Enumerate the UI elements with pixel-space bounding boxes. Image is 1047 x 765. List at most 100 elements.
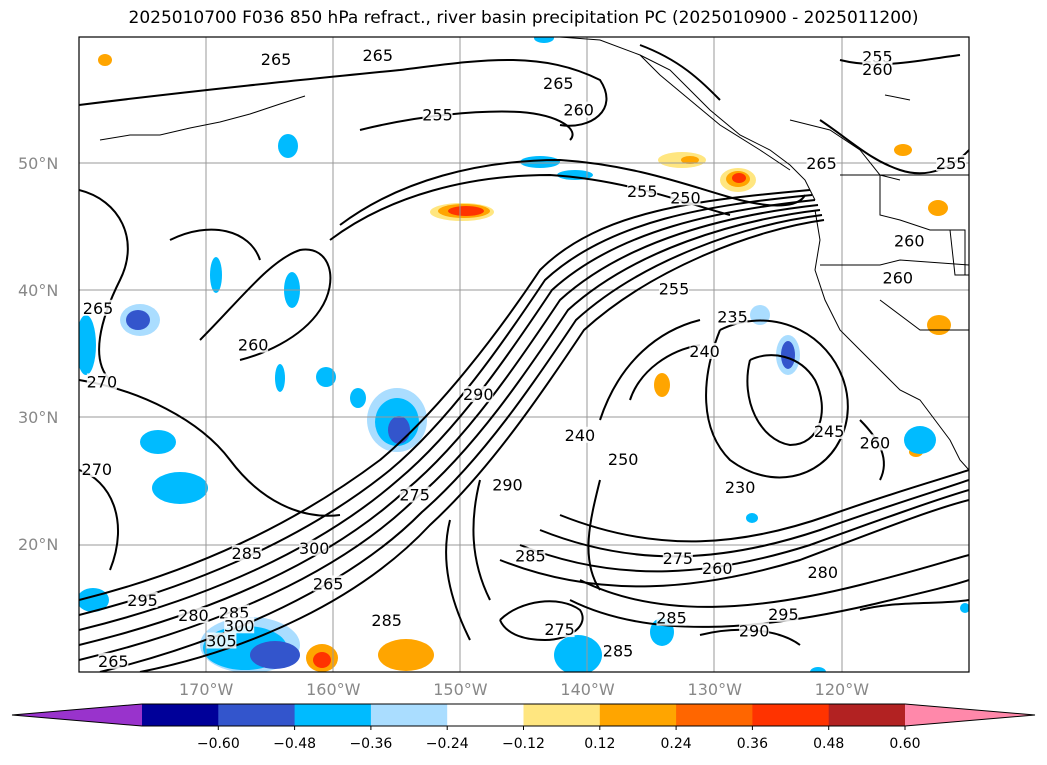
contour-label-bg bbox=[717, 308, 748, 325]
contour-label: 265 bbox=[313, 574, 344, 593]
contour-label: 240 bbox=[565, 426, 596, 445]
colorbar-extend-low bbox=[12, 704, 142, 726]
contour-label-bg bbox=[515, 547, 546, 564]
contour-label: 235 bbox=[717, 308, 748, 327]
contour-label: 260 bbox=[702, 559, 733, 578]
contour-label: 290 bbox=[492, 475, 523, 494]
contour-label: 275 bbox=[544, 620, 575, 639]
contour-label-bg bbox=[224, 617, 255, 634]
contour-label-bg bbox=[422, 106, 453, 123]
contour-label: 260 bbox=[894, 231, 925, 250]
lon-tick-label: 120°W bbox=[814, 680, 870, 699]
contour-label: 275 bbox=[663, 549, 694, 568]
colorbar-tick-label: −0.24 bbox=[425, 736, 469, 752]
contour-label-bg bbox=[859, 434, 890, 451]
contour-label-bg bbox=[299, 539, 330, 556]
contour-label-bg bbox=[463, 386, 494, 403]
contour-label-bg bbox=[627, 182, 658, 199]
contour-label-bg bbox=[371, 612, 402, 629]
colorbar-segment bbox=[676, 704, 753, 726]
contour-label-bg bbox=[219, 604, 250, 621]
colorbar-tick-label: −0.12 bbox=[502, 736, 545, 752]
contour-label-bg bbox=[261, 50, 292, 67]
colorbar-tick-label: 0.36 bbox=[736, 736, 768, 752]
contour-label-bg bbox=[689, 342, 720, 359]
contour-label: 260 bbox=[563, 101, 594, 120]
contour-label: 285 bbox=[656, 609, 687, 628]
contour-label-bg bbox=[656, 609, 687, 626]
contour-label: 280 bbox=[178, 606, 209, 625]
contour-label: 290 bbox=[463, 385, 494, 404]
colorbar-segment bbox=[599, 704, 677, 726]
contour-label-bg bbox=[814, 422, 845, 439]
contour-label-bg bbox=[543, 74, 574, 91]
contour-label-bg bbox=[739, 622, 770, 639]
colorbar-tick-label: 0.60 bbox=[889, 736, 921, 752]
colorbar-extend-high bbox=[905, 704, 1035, 726]
contour-label-bg bbox=[564, 426, 595, 443]
contour-label-bg bbox=[362, 47, 393, 64]
contour-label-bg bbox=[86, 373, 117, 390]
contour-label: 260 bbox=[238, 336, 269, 355]
contour-label: 240 bbox=[689, 342, 720, 361]
contour-label-bg bbox=[807, 563, 838, 580]
contour-label-bg bbox=[231, 544, 262, 561]
contour-label-bg bbox=[659, 280, 690, 297]
contour-label-bg bbox=[806, 155, 837, 171]
contour-label-bg bbox=[127, 591, 158, 608]
contour-label-bg bbox=[563, 101, 594, 118]
contour-label: 270 bbox=[87, 372, 118, 391]
contour-label: 260 bbox=[862, 60, 893, 79]
contour-label-bg bbox=[98, 652, 129, 669]
lon-tick-label: 140°W bbox=[560, 680, 615, 699]
colorbar-tick-label: −0.48 bbox=[273, 736, 317, 752]
contour-label: 260 bbox=[883, 268, 914, 287]
contour-label: 250 bbox=[608, 450, 639, 469]
contour-label: 265 bbox=[261, 50, 292, 69]
contour-label-bg bbox=[83, 299, 114, 316]
contour-label-bg bbox=[894, 232, 925, 249]
contour-label: 265 bbox=[806, 154, 837, 173]
contour-label-bg bbox=[725, 478, 756, 495]
coastlines bbox=[99, 37, 969, 471]
contour-label-bg bbox=[313, 575, 344, 592]
contour-label: 270 bbox=[82, 460, 113, 479]
contour-label: 285 bbox=[371, 611, 402, 630]
lon-tick-label: 160°W bbox=[306, 680, 361, 699]
colorbar-tick-label: −0.36 bbox=[349, 736, 393, 752]
contour-label-bg bbox=[81, 461, 112, 478]
lat-tick-label: 30°N bbox=[18, 408, 59, 427]
map-frame bbox=[78, 36, 970, 673]
contour-label: 230 bbox=[725, 478, 756, 497]
contour-label: 305 bbox=[206, 632, 237, 651]
contour-label: 250 bbox=[670, 188, 701, 207]
colorbar-segment bbox=[294, 704, 372, 726]
contour-label: 255 bbox=[422, 106, 453, 125]
lon-tick-label: 130°W bbox=[687, 680, 742, 699]
colorbar-segment bbox=[523, 704, 601, 726]
contour-label: 300 bbox=[299, 539, 330, 558]
contour-label: 255 bbox=[936, 154, 967, 173]
refractivity-contours bbox=[79, 44, 969, 672]
contour-label: 300 bbox=[224, 616, 255, 635]
contour-label-bg bbox=[670, 189, 701, 206]
contour-label: 290 bbox=[739, 621, 770, 640]
contour-label: 295 bbox=[768, 605, 799, 624]
colorbar bbox=[11, 703, 1036, 730]
contour-label-bg bbox=[862, 61, 893, 78]
contour-label: 260 bbox=[860, 433, 891, 452]
lat-tick-label: 20°N bbox=[18, 535, 59, 554]
lon-tick-label: 170°W bbox=[178, 680, 234, 699]
colorbar-segment bbox=[142, 704, 219, 726]
colorbar-segment bbox=[752, 704, 830, 726]
contour-label-bg bbox=[882, 269, 913, 286]
lat-tick-label: 50°N bbox=[18, 154, 59, 173]
contour-label-bg bbox=[862, 48, 893, 65]
contour-label: 285 bbox=[603, 642, 634, 661]
contour-label: 255 bbox=[627, 182, 658, 201]
contour-label-bg bbox=[238, 336, 269, 353]
colorbar-segment bbox=[370, 704, 448, 726]
colorbar-segment bbox=[447, 704, 524, 726]
contour-label: 285 bbox=[515, 546, 546, 565]
